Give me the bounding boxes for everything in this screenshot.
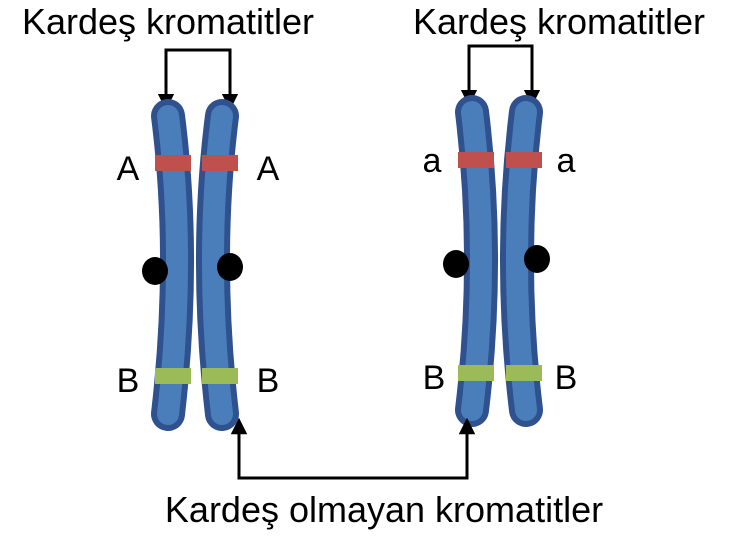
- chromosome-left: [142, 99, 243, 431]
- sister-arrow-left: [157, 48, 239, 111]
- allele-label: B: [555, 359, 578, 397]
- sister-chromatids-label-right: Kardeş kromatitler: [413, 1, 705, 42]
- centromere: [142, 257, 168, 285]
- gene-band-red: [155, 155, 191, 171]
- allele-label: a: [557, 142, 576, 180]
- allele-label: B: [423, 359, 446, 397]
- centromere: [524, 245, 550, 273]
- centromere: [217, 253, 243, 281]
- allele-label: B: [257, 362, 280, 400]
- sister-chromatids-label-left: Kardeş kromatitler: [22, 1, 314, 42]
- gene-band-red: [202, 155, 238, 171]
- gene-band-red: [458, 152, 494, 168]
- allele-label: A: [257, 150, 280, 188]
- gene-band-green: [155, 368, 191, 384]
- allele-label: A: [117, 150, 140, 188]
- gene-band-green: [506, 365, 542, 381]
- centromere: [443, 250, 469, 278]
- non-sister-arrow: [230, 417, 476, 480]
- gene-band-red: [506, 152, 542, 168]
- allele-label: a: [423, 142, 442, 180]
- gene-band-green: [458, 365, 494, 381]
- non-sister-chromatids-label: Kardeş olmayan kromatitler: [165, 489, 603, 530]
- allele-label: B: [117, 362, 140, 400]
- gene-band-green: [202, 368, 238, 384]
- sister-arrow-right: [460, 44, 541, 107]
- chromosome-right: [443, 95, 550, 427]
